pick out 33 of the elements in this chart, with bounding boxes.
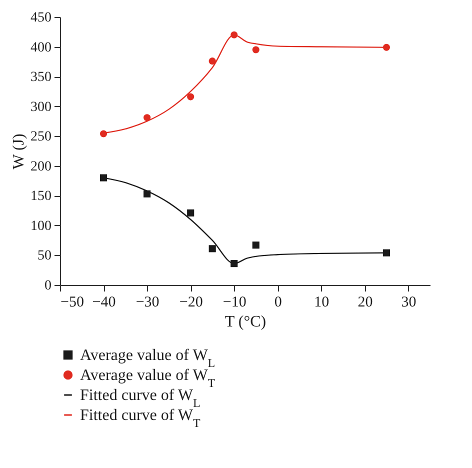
y-axis-title: W (J) bbox=[10, 134, 28, 170]
y-tick-label: 200 bbox=[30, 159, 52, 174]
point bbox=[187, 93, 194, 100]
x-axis-title: T (°C) bbox=[224, 314, 266, 330]
x-tick-label: 0 bbox=[274, 294, 282, 310]
legend-label: Average value of W$_{L}$ bbox=[80, 347, 216, 370]
legend-label: Fitted curve of W$_{L}$ bbox=[80, 387, 200, 410]
x-tick-label: −20 bbox=[179, 294, 203, 310]
legend-label: Fitted curve of W$_{T}$ bbox=[80, 407, 202, 430]
x-tick-label: −40 bbox=[92, 294, 116, 310]
y-tick-label: 300 bbox=[30, 100, 52, 115]
y-tick-label: 0 bbox=[44, 278, 52, 294]
x-tick-label: 30 bbox=[401, 294, 416, 310]
point bbox=[100, 174, 108, 182]
point bbox=[252, 242, 260, 249]
x-tick-label: 10 bbox=[314, 294, 330, 310]
point bbox=[187, 209, 194, 216]
y-tick-label: 400 bbox=[30, 40, 52, 56]
y-tick-label: 350 bbox=[30, 70, 52, 86]
y-tick-label: 50 bbox=[38, 248, 52, 264]
point bbox=[208, 58, 216, 65]
point bbox=[208, 245, 216, 252]
legend-label: Average value of W$_{T}$ bbox=[80, 367, 216, 390]
y-tick-label: 150 bbox=[30, 189, 52, 204]
x-tick-label: −10 bbox=[222, 294, 246, 310]
point bbox=[144, 114, 151, 122]
point bbox=[252, 46, 260, 54]
y-tick-label: 450 bbox=[30, 10, 52, 26]
x-tick-label: −50 bbox=[60, 294, 84, 310]
y-tick-label: 250 bbox=[30, 130, 52, 145]
x-tick-label: 20 bbox=[358, 294, 373, 310]
x-tick-label: −30 bbox=[136, 294, 160, 310]
y-tick-label: 100 bbox=[30, 218, 52, 234]
